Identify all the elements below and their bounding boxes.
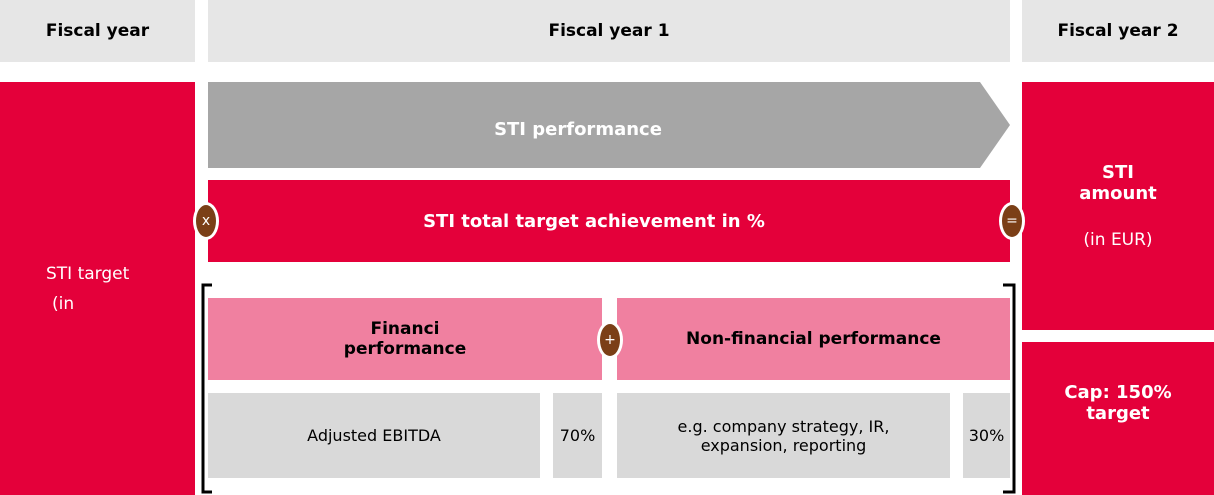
kpi-box: e.g. company strategy, IR, expansion, re… bbox=[617, 393, 950, 478]
box-title: STI bbox=[1102, 162, 1134, 183]
box-note: (in EUR) bbox=[1083, 230, 1153, 250]
weight-text: 30% bbox=[968, 426, 1005, 445]
bar-label: STI total target achievement in % bbox=[423, 210, 765, 232]
sti-amount-box: STI amount (in EUR) bbox=[1022, 82, 1214, 330]
financial-box: Financi performance bbox=[208, 298, 602, 380]
header-cell: Fiscal year bbox=[0, 0, 195, 62]
cap-box: Cap: 150% target bbox=[1022, 342, 1214, 495]
box-title: Non-financial performance bbox=[686, 329, 941, 349]
header-text: Fiscal year bbox=[45, 21, 150, 41]
operator-text: + bbox=[604, 332, 616, 348]
weight-text: 70% bbox=[559, 426, 596, 445]
cap-text: Cap: 150% bbox=[1064, 382, 1172, 403]
operator: = bbox=[999, 202, 1025, 240]
kpi-text: Adjusted EBITDA bbox=[307, 426, 441, 445]
operator: x bbox=[193, 202, 219, 240]
operator: + bbox=[597, 321, 623, 359]
kpi-text: e.g. company strategy, IR, bbox=[677, 416, 890, 436]
operator-text: = bbox=[1006, 213, 1018, 229]
performance-arrow: STI performance bbox=[208, 82, 1010, 168]
non-financial-box: Non-financial performance bbox=[617, 298, 1010, 380]
kpi-box: Adjusted EBITDA bbox=[208, 393, 540, 478]
box-title: Financi bbox=[370, 319, 440, 339]
sti-target-box: STI target (in bbox=[0, 82, 195, 495]
box-title: performance bbox=[343, 339, 467, 359]
kpi-text: expansion, reporting bbox=[700, 435, 867, 455]
achievement-bar: STI total target achievement in % bbox=[208, 180, 1010, 262]
cap-text: target bbox=[1086, 403, 1150, 424]
header-text: Fiscal year 1 bbox=[548, 21, 670, 41]
operator-text: x bbox=[201, 213, 211, 229]
box-note: (in bbox=[52, 293, 75, 314]
header-text: Fiscal year 2 bbox=[1057, 21, 1179, 41]
arrow-label: STI performance bbox=[494, 119, 662, 140]
box-title: amount bbox=[1079, 183, 1157, 204]
header-cell: Fiscal year 2 bbox=[1022, 0, 1214, 62]
weight-box: 70% bbox=[553, 393, 602, 478]
box-title: STI target bbox=[46, 263, 130, 284]
weight-box: 30% bbox=[963, 393, 1010, 478]
header-cell: Fiscal year 1 bbox=[208, 0, 1010, 62]
